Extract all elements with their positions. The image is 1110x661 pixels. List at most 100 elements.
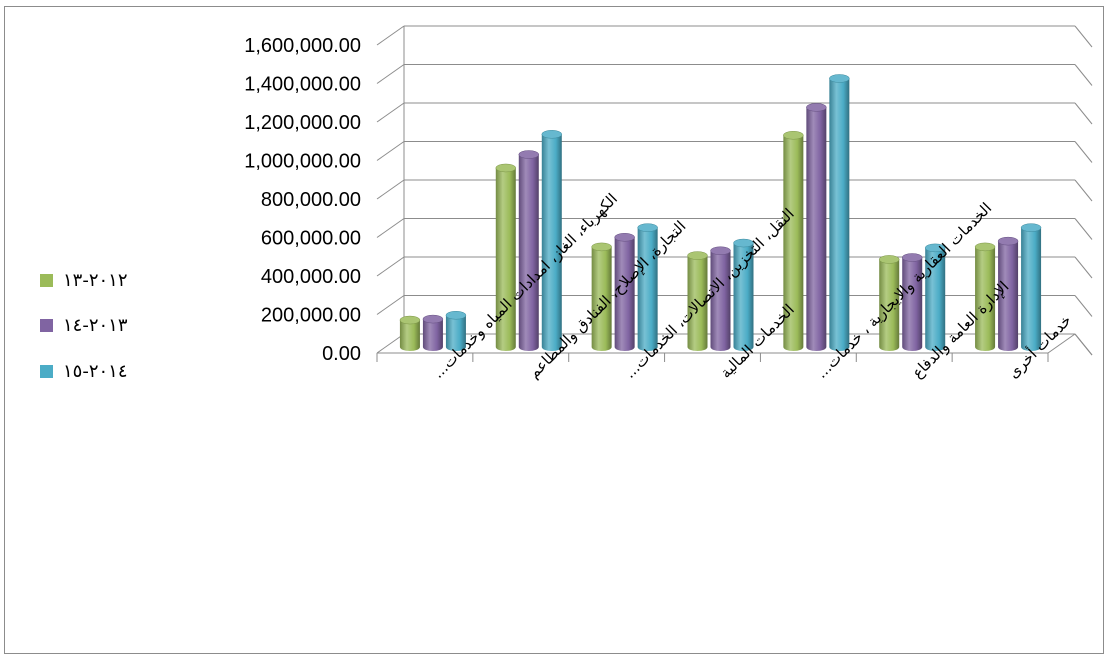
bar-body [399, 320, 420, 351]
bar [783, 131, 804, 351]
bar [878, 255, 900, 351]
bars [399, 74, 1042, 352]
bar-top [687, 251, 708, 260]
y-tick-label: 400,000.00 [261, 266, 361, 288]
y-tick-label: 1,200,000.00 [244, 112, 361, 134]
gridline-wall [1074, 256, 1093, 279]
bar-body [541, 134, 562, 351]
y-tick-label: 1,600,000.00 [244, 35, 361, 57]
bar-top [783, 131, 804, 140]
bar-top [878, 255, 900, 264]
bar-body [783, 135, 804, 351]
gridline-wall [1074, 102, 1093, 125]
bar-top [997, 236, 1019, 246]
bar-top [974, 242, 996, 252]
gridline-wall [1074, 141, 1093, 163]
bar-body [733, 243, 754, 351]
gridline-side [376, 141, 405, 161]
bar-top [710, 246, 731, 255]
bar-body [591, 246, 612, 351]
gridline-side [376, 64, 405, 84]
bar-body [879, 259, 900, 351]
gridline-side [376, 333, 405, 354]
bar-top [445, 310, 467, 320]
bar [541, 130, 563, 351]
bar-top [591, 242, 612, 252]
bar [924, 243, 946, 351]
y-tick-label: 600,000.00 [261, 228, 361, 250]
bar-body [806, 107, 827, 352]
bar-body [975, 246, 996, 351]
y-tick-label: 1,000,000.00 [244, 151, 361, 173]
bar-body [925, 247, 946, 351]
legend-item: ٢٠١٢-١٣ [40, 270, 128, 291]
bar-top [495, 163, 517, 173]
bar-top [733, 238, 754, 248]
legend-swatch [40, 274, 53, 287]
bar-top [614, 233, 635, 242]
bar-top [806, 103, 827, 112]
floor-edge-right [1074, 333, 1093, 356]
gridline-side [376, 102, 405, 123]
bar-top [829, 74, 850, 83]
y-axis-ticks: 0.00 200,000.00 400,000.00 600,000.00 800,00… [244, 35, 361, 365]
bar [974, 242, 996, 351]
bar-body [829, 78, 850, 352]
gridline-side [376, 295, 405, 315]
axes [376, 26, 1093, 362]
y-tick-label: 200,000.00 [261, 305, 361, 327]
bar-body [902, 257, 923, 351]
bar [806, 103, 827, 352]
bar [710, 246, 731, 351]
bar-top [422, 314, 444, 324]
legend-label: ٢٠١٣-١٤ [63, 315, 128, 336]
bar-top [901, 253, 923, 262]
legend: ٢٠١٢-١٣ ٢٠١٣-١٤ ٢٠١٤-١٥ [40, 270, 128, 382]
bar-top [637, 223, 658, 232]
bar-body [445, 315, 466, 351]
legend-label: ٢٠١٢-١٣ [63, 270, 128, 291]
gridline-wall [1074, 25, 1093, 48]
legend-swatch [40, 319, 53, 332]
bar [687, 251, 708, 351]
bar [901, 253, 923, 351]
bar-body [495, 167, 516, 351]
x-tick-label: الإدارة العامة والدفاع [908, 278, 1012, 382]
bar [733, 238, 754, 351]
bar [637, 223, 658, 351]
floor-edge [1047, 333, 1076, 354]
bar [445, 310, 467, 351]
bar-body [710, 250, 731, 351]
bar-body [614, 237, 635, 351]
legend-item: ٢٠١٤-١٥ [40, 361, 128, 382]
gridline-side [376, 218, 405, 238]
bar [1020, 223, 1042, 351]
legend-swatch [40, 365, 53, 378]
gridline-wall [1074, 64, 1093, 86]
bar [614, 233, 635, 351]
y-tick-label: 1,400,000.00 [244, 74, 361, 96]
y-tick-label: 800,000.00 [261, 189, 361, 211]
bar-top [399, 315, 421, 325]
bar-top [518, 150, 540, 159]
chart-frame: 0.00 200,000.00 400,000.00 600,000.00 800,00… [4, 6, 1104, 654]
y-tick-label: 0.00 [322, 343, 361, 365]
gridline-wall [1074, 218, 1093, 240]
gridline-wall [1074, 295, 1093, 317]
bar-body [518, 154, 539, 351]
bar-body [422, 319, 443, 351]
bar [591, 242, 612, 351]
gridline-side [376, 25, 405, 46]
bar-body [637, 227, 658, 351]
gridlines [376, 25, 1093, 356]
bar-body [1021, 227, 1042, 351]
legend-label: ٢٠١٤-١٥ [63, 361, 128, 382]
bar [997, 236, 1019, 351]
legend-item: ٢٠١٣-١٤ [40, 315, 128, 336]
bar [829, 74, 850, 352]
gridline-side [376, 256, 405, 277]
bar [399, 315, 421, 351]
bar [495, 163, 517, 351]
bar [422, 314, 444, 351]
chart: 0.00 200,000.00 400,000.00 600,000.00 800,00… [40, 25, 1093, 382]
